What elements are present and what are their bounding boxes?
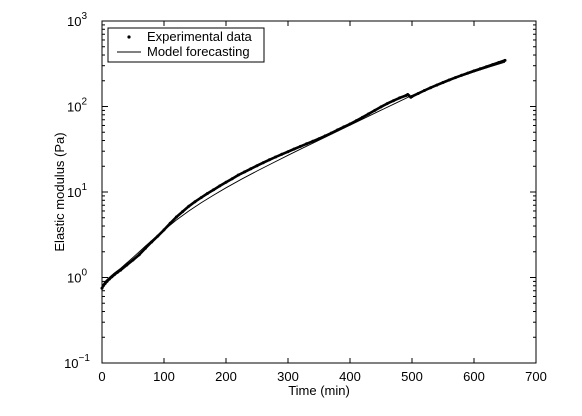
experimental-data-point	[212, 188, 216, 192]
experimental-data-point	[193, 200, 197, 204]
experimental-data-point	[143, 246, 147, 250]
experimental-data-point	[305, 142, 309, 146]
y-tick-label: 103	[67, 11, 87, 29]
experimental-data-point	[125, 263, 129, 267]
experimental-data-point	[280, 152, 284, 156]
x-tick-label: 700	[525, 369, 547, 384]
x-tick-label: 300	[277, 369, 299, 384]
experimental-data-point	[249, 167, 253, 171]
series-layer	[100, 58, 507, 290]
x-tick-label: 400	[339, 369, 361, 384]
experimental-data-point	[503, 58, 507, 62]
experimental-data-point	[205, 192, 209, 195]
y-axis-title: Elastic modulus (Pa)	[52, 132, 67, 251]
experimental-data-point	[243, 170, 247, 174]
legend: Experimental data Model forecasting	[107, 27, 265, 63]
experimental-data-point	[181, 210, 185, 214]
experimental-data-point	[100, 286, 104, 290]
y-axis-ticks: 10−1 100 101 102 103	[64, 11, 536, 371]
experimental-data-point	[379, 105, 383, 109]
legend-box	[107, 27, 265, 63]
experimental-data-point	[199, 196, 203, 200]
experimental-data-point	[187, 204, 191, 208]
experimental-data-point	[311, 139, 315, 143]
x-tick-label: 600	[463, 369, 485, 384]
experimental-data-point	[236, 173, 240, 177]
legend-dot-marker	[127, 35, 131, 39]
experimental-data-point	[373, 108, 377, 112]
x-axis-ticks: 0 100 200 300 400 500 600 700	[98, 21, 547, 384]
legend-label-model: Model forecasting	[147, 44, 250, 59]
experimental-data-point	[224, 180, 228, 184]
experimental-data-point	[391, 99, 395, 103]
x-tick-label: 200	[215, 369, 237, 384]
experimental-data-point	[385, 102, 389, 106]
y-tick-label: 102	[67, 97, 87, 115]
experimental-data-point	[360, 115, 364, 119]
series-experimental-trace	[100, 59, 507, 290]
experimental-data-point	[261, 161, 265, 165]
y-tick-label: 101	[67, 182, 87, 200]
x-tick-label: 0	[98, 369, 105, 384]
experimental-data-point	[230, 177, 234, 181]
experimental-data-point	[298, 144, 302, 148]
experimental-data-point	[131, 258, 135, 262]
y-tick-label: 100	[67, 268, 87, 286]
legend-label-experimental: Experimental data	[147, 29, 253, 44]
experimental-data-point	[292, 147, 296, 151]
experimental-data-point	[137, 253, 141, 257]
y-tick-label: 10−1	[64, 353, 90, 371]
experimental-data-point	[218, 184, 222, 188]
experimental-data-point	[174, 215, 178, 219]
x-tick-label: 500	[401, 369, 423, 384]
experimental-data-point	[286, 150, 290, 154]
experimental-data-point	[267, 158, 271, 162]
experimental-data-point	[398, 96, 402, 100]
x-tick-label: 100	[153, 369, 175, 384]
experimental-data-point	[255, 164, 259, 168]
experimental-data-point	[274, 155, 278, 159]
experimental-data-point	[497, 61, 501, 64]
series-model-forecasting-line	[101, 61, 506, 287]
x-axis-title: Time (min)	[288, 383, 350, 398]
experimental-data-point	[367, 112, 371, 116]
